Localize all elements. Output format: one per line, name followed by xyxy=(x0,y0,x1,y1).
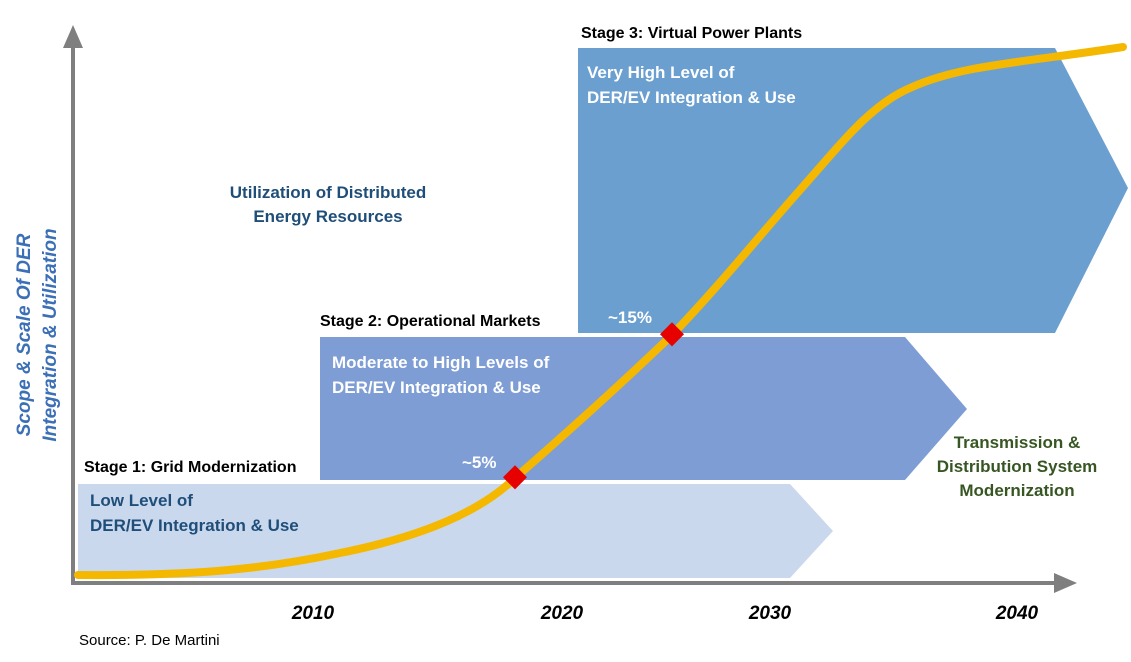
utilization-label-line2: Energy Resources xyxy=(253,207,402,226)
tdm-label-line1: Transmission & xyxy=(954,433,1081,452)
stage1-arrow xyxy=(78,484,833,578)
stage3-arrow xyxy=(578,48,1128,333)
stage2-title: Stage 2: Operational Markets xyxy=(320,313,541,330)
y-axis xyxy=(63,25,83,585)
stage1-desc-line1: Low Level of xyxy=(90,491,193,510)
stage3-title: Stage 3: Virtual Power Plants xyxy=(581,25,802,42)
x-tick-2030: 2030 xyxy=(748,603,792,624)
x-tick-2020: 2020 xyxy=(540,603,584,624)
stage1-title: Stage 1: Grid Modernization xyxy=(84,459,296,476)
marker-15pct-label: ~15% xyxy=(608,308,652,327)
tdm-label-line3: Modernization xyxy=(959,481,1074,500)
stage3-desc-line1: Very High Level of xyxy=(587,63,735,82)
marker-5pct-label: ~5% xyxy=(462,453,497,472)
stage2-desc-line2: DER/EV Integration & Use xyxy=(332,378,541,397)
y-axis-title-line1: Scope & Scale Of DER xyxy=(14,233,35,436)
adoption-curve xyxy=(74,43,1127,580)
tdm-label-line2: Distribution System xyxy=(937,457,1098,476)
x-axis xyxy=(71,573,1077,593)
x-tick-2040: 2040 xyxy=(995,603,1039,624)
stage1-desc-line2: DER/EV Integration & Use xyxy=(90,516,299,535)
stage2-arrow xyxy=(320,337,967,480)
stage2-desc-line1: Moderate to High Levels of xyxy=(332,353,550,372)
y-axis-title-line2: Integration & Utilization xyxy=(40,228,61,441)
x-tick-2010: 2010 xyxy=(291,603,335,624)
stage3-desc-line2: DER/EV Integration & Use xyxy=(587,88,796,107)
utilization-label-line1: Utilization of Distributed xyxy=(230,183,426,202)
source-note: Source: P. De Martini xyxy=(79,632,220,649)
